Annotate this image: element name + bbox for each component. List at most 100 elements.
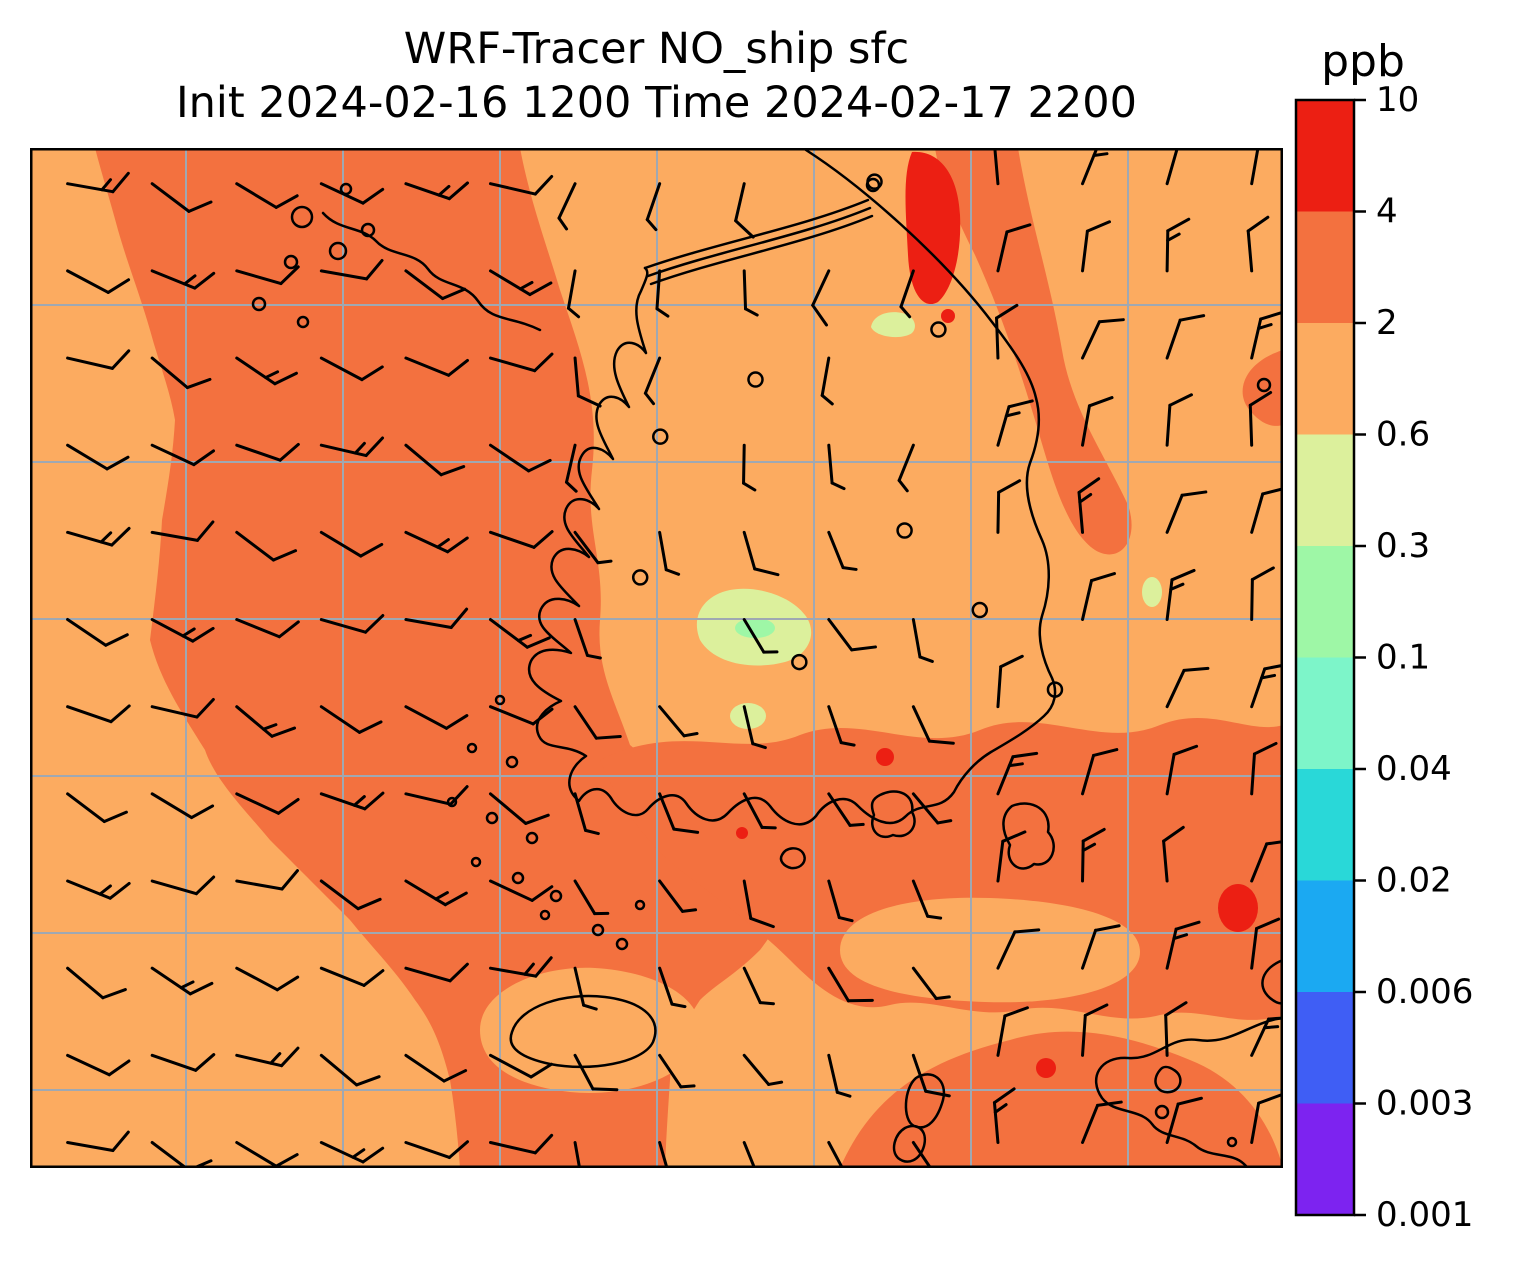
wind-barb xyxy=(992,1101,1000,1144)
path-shape xyxy=(840,897,1140,1003)
wind-barb xyxy=(66,705,113,724)
wind-barb-tick xyxy=(1257,1093,1283,1105)
wind-barb xyxy=(573,1141,582,1168)
calm-wind-circle xyxy=(930,321,947,338)
wind-barb-half-tick xyxy=(584,828,600,836)
wind-barb xyxy=(319,182,365,205)
wind-barb-half-tick xyxy=(820,393,834,406)
wind-barb-tick xyxy=(1007,399,1034,409)
wind-barb xyxy=(66,966,105,1000)
islet xyxy=(634,899,646,911)
iki-island xyxy=(1154,1065,1182,1094)
path-shape xyxy=(95,148,784,1168)
wind-barb-tick xyxy=(274,1153,299,1168)
wind-barb-tick xyxy=(1178,314,1206,322)
colorbar-tick-label: 0.1 xyxy=(1376,638,1430,678)
wind-barb-half-tick xyxy=(670,1002,687,1009)
wind-barb xyxy=(66,792,106,824)
wind-barb-tick xyxy=(449,785,469,806)
path-shape xyxy=(1242,350,1283,426)
wind-barb xyxy=(811,269,831,307)
wind-barb xyxy=(1165,578,1174,622)
wind-barb-half-tick xyxy=(899,305,912,319)
wind-barb xyxy=(66,443,109,471)
wind-barb-tick xyxy=(749,916,775,929)
islet xyxy=(251,296,267,312)
wind-barb-tick xyxy=(362,969,385,987)
wind-barb xyxy=(66,182,115,194)
circle-shape xyxy=(876,748,894,766)
wind-barb xyxy=(1250,1017,1271,1057)
wind-barb-tick xyxy=(591,1087,619,1092)
wind-barb xyxy=(1081,839,1085,883)
contour-band-green xyxy=(696,312,1162,729)
wind-barb xyxy=(911,966,938,1001)
wind-barb-tick xyxy=(365,258,384,281)
islet xyxy=(539,909,551,921)
islet xyxy=(485,811,499,825)
wind-barb xyxy=(1165,1102,1180,1144)
wind-barb-half-tick xyxy=(751,742,767,750)
wind-barb-half-tick xyxy=(264,370,280,380)
wind-barb xyxy=(911,705,931,743)
wind-barb-tick xyxy=(107,1059,131,1077)
colorbar-segment xyxy=(1296,769,1354,882)
wind-barb-tick xyxy=(672,827,700,834)
wind-barb xyxy=(742,1053,771,1086)
ellipse-shape xyxy=(1142,577,1162,607)
calm-wind-circle xyxy=(971,601,989,619)
wind-barb-tick xyxy=(104,633,129,647)
wind-barb-tick xyxy=(278,442,300,462)
wind-barb xyxy=(1250,492,1265,534)
wind-barb xyxy=(404,618,453,630)
wind-barb-half-tick xyxy=(934,995,951,1001)
wind-barb-tick xyxy=(1246,215,1270,233)
islet xyxy=(290,205,314,229)
kyushu-coast xyxy=(1095,1016,1283,1168)
colorbar-tick-label: 10 xyxy=(1376,80,1419,120)
calm-wind-circle xyxy=(631,569,649,586)
wind-barb xyxy=(658,705,686,738)
islet xyxy=(505,755,519,769)
wind-barb xyxy=(996,839,1005,883)
wind-barb xyxy=(1081,320,1101,360)
wind-barb xyxy=(911,879,930,918)
wind-barb xyxy=(1162,839,1169,883)
wind-barb xyxy=(566,269,577,310)
wind-barb-tick xyxy=(101,988,127,1000)
wind-barb-tick xyxy=(274,194,299,209)
wind-barb xyxy=(319,618,368,634)
wind-barb xyxy=(404,792,453,806)
right-edge-bay xyxy=(1261,958,1283,1005)
wind-barb-tick xyxy=(356,897,382,911)
wind-barb xyxy=(319,443,368,458)
wind-barb-tick xyxy=(447,358,469,377)
wind-barb xyxy=(488,269,532,297)
wind-barb-tick xyxy=(363,791,385,811)
wind-barb-tick xyxy=(1094,924,1121,932)
wind-barb-tick xyxy=(1162,825,1185,843)
wind-barb-tick xyxy=(1087,396,1114,408)
map-panel xyxy=(30,148,1283,1168)
wind-barb xyxy=(150,966,192,996)
path-shape xyxy=(480,967,701,1093)
wind-barb xyxy=(150,356,189,390)
wind-barb xyxy=(488,443,531,473)
wind-barb xyxy=(235,356,277,386)
wind-barb xyxy=(573,879,597,916)
path-shape xyxy=(935,148,1132,555)
wind-barb xyxy=(899,269,915,309)
wind-barb-half-tick xyxy=(437,184,451,197)
wind-barb xyxy=(996,930,1017,970)
wind-barb-half-tick xyxy=(582,1003,598,1011)
wind-barb-half-tick xyxy=(1172,933,1189,941)
wind-barb-tick xyxy=(185,377,212,390)
wind-barb xyxy=(996,405,1011,447)
wind-barb-tick xyxy=(194,875,216,896)
wind-barb xyxy=(1165,668,1186,709)
wind-barb-tick xyxy=(1096,1100,1123,1107)
islet xyxy=(494,694,506,706)
wind-barb xyxy=(911,618,922,659)
wind-barb xyxy=(150,443,196,467)
calm-wind-circle xyxy=(866,173,883,190)
